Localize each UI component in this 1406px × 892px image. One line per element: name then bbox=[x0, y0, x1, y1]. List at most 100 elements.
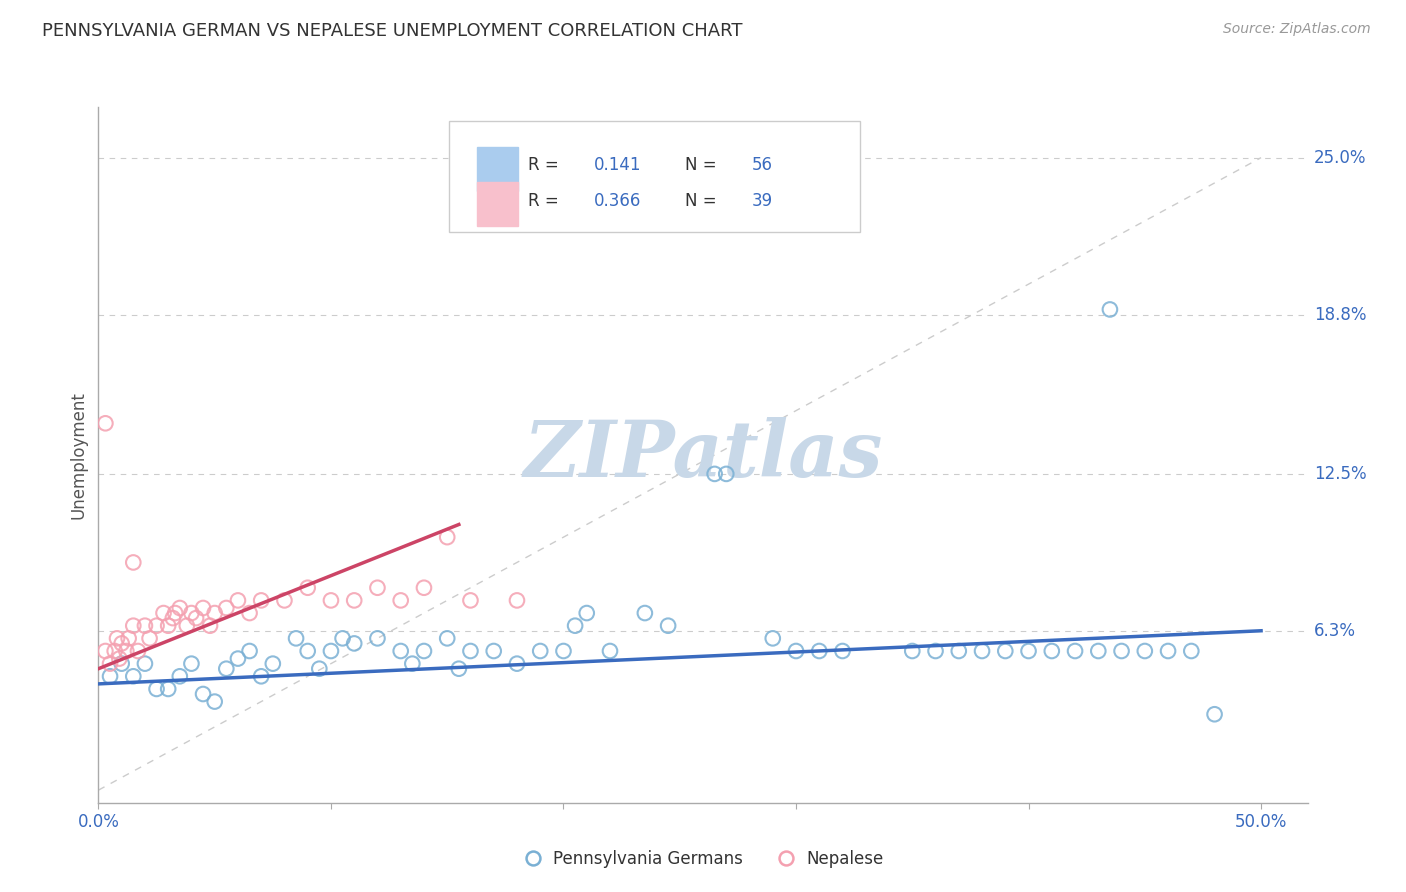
FancyBboxPatch shape bbox=[449, 121, 860, 232]
Text: 39: 39 bbox=[751, 192, 772, 210]
Point bbox=[460, 593, 482, 607]
Point bbox=[250, 669, 273, 683]
Point bbox=[308, 662, 330, 676]
Point bbox=[1064, 644, 1087, 658]
Point bbox=[184, 611, 207, 625]
Point bbox=[994, 644, 1017, 658]
Point bbox=[104, 644, 127, 658]
Point bbox=[553, 644, 575, 658]
Point bbox=[716, 467, 738, 481]
Point bbox=[529, 644, 551, 658]
Point bbox=[94, 417, 117, 431]
Point bbox=[808, 644, 831, 658]
Point bbox=[134, 618, 156, 632]
Point bbox=[138, 632, 160, 646]
Point bbox=[145, 618, 167, 632]
Point bbox=[401, 657, 423, 671]
Point bbox=[343, 636, 366, 650]
Point bbox=[297, 581, 319, 595]
Point bbox=[122, 556, 145, 570]
Text: 12.5%: 12.5% bbox=[1313, 465, 1367, 483]
Point bbox=[226, 651, 249, 665]
Text: PENNSYLVANIA GERMAN VS NEPALESE UNEMPLOYMENT CORRELATION CHART: PENNSYLVANIA GERMAN VS NEPALESE UNEMPLOY… bbox=[42, 22, 742, 40]
Point bbox=[118, 632, 141, 646]
Point bbox=[198, 618, 221, 632]
Point bbox=[157, 681, 180, 696]
Point bbox=[215, 601, 238, 615]
Point bbox=[180, 606, 202, 620]
Point bbox=[948, 644, 970, 658]
Point bbox=[447, 662, 470, 676]
Text: N =: N = bbox=[685, 192, 721, 210]
Point bbox=[94, 644, 117, 658]
Point bbox=[108, 651, 131, 665]
Point bbox=[180, 657, 202, 671]
Point bbox=[204, 606, 226, 620]
Text: 0.141: 0.141 bbox=[595, 156, 641, 174]
Text: Source: ZipAtlas.com: Source: ZipAtlas.com bbox=[1223, 22, 1371, 37]
Point bbox=[215, 662, 238, 676]
Point bbox=[413, 644, 436, 658]
Point bbox=[319, 593, 342, 607]
Point bbox=[111, 657, 134, 671]
Text: 56: 56 bbox=[751, 156, 772, 174]
Point bbox=[165, 606, 187, 620]
Point bbox=[703, 467, 725, 481]
Point bbox=[127, 644, 149, 658]
Text: 6.3%: 6.3% bbox=[1313, 622, 1355, 640]
Point bbox=[176, 618, 198, 632]
Point bbox=[970, 644, 993, 658]
Text: N =: N = bbox=[685, 156, 721, 174]
Point bbox=[191, 687, 214, 701]
Point bbox=[1180, 644, 1202, 658]
Point bbox=[122, 618, 145, 632]
Point bbox=[436, 530, 458, 544]
Point bbox=[1157, 644, 1180, 658]
Point bbox=[204, 695, 226, 709]
Point bbox=[319, 644, 342, 658]
Point bbox=[924, 644, 946, 658]
Point bbox=[1204, 707, 1226, 722]
Point bbox=[169, 669, 191, 683]
Point bbox=[762, 632, 785, 646]
Point bbox=[657, 618, 679, 632]
Text: 18.8%: 18.8% bbox=[1313, 305, 1367, 324]
Point bbox=[162, 611, 184, 625]
Point bbox=[1018, 644, 1040, 658]
Point bbox=[273, 593, 295, 607]
Point bbox=[1133, 644, 1156, 658]
Point bbox=[169, 601, 191, 615]
Point bbox=[239, 606, 262, 620]
Y-axis label: Unemployment: Unemployment bbox=[69, 391, 87, 519]
Point bbox=[564, 618, 586, 632]
Point bbox=[366, 581, 388, 595]
Point bbox=[634, 606, 657, 620]
Text: ZIPatlas: ZIPatlas bbox=[523, 417, 883, 493]
Point bbox=[111, 636, 134, 650]
Point bbox=[250, 593, 273, 607]
Point bbox=[413, 581, 436, 595]
Point bbox=[506, 593, 529, 607]
Text: 25.0%: 25.0% bbox=[1313, 149, 1367, 167]
FancyBboxPatch shape bbox=[477, 146, 517, 191]
Point bbox=[134, 657, 156, 671]
Point bbox=[285, 632, 308, 646]
Point bbox=[599, 644, 621, 658]
FancyBboxPatch shape bbox=[477, 182, 517, 227]
Text: R =: R = bbox=[527, 156, 564, 174]
Point bbox=[332, 632, 354, 646]
Point bbox=[98, 669, 121, 683]
Text: 0.366: 0.366 bbox=[595, 192, 641, 210]
Point bbox=[145, 681, 167, 696]
Legend: Pennsylvania Germans, Nepalese: Pennsylvania Germans, Nepalese bbox=[516, 843, 890, 874]
Point bbox=[506, 657, 529, 671]
Point bbox=[436, 632, 458, 646]
Point bbox=[575, 606, 598, 620]
Point bbox=[901, 644, 924, 658]
Point bbox=[239, 644, 262, 658]
Point bbox=[831, 644, 853, 658]
Point bbox=[460, 644, 482, 658]
Point bbox=[1087, 644, 1109, 658]
Point bbox=[366, 632, 388, 646]
Text: R =: R = bbox=[527, 192, 564, 210]
